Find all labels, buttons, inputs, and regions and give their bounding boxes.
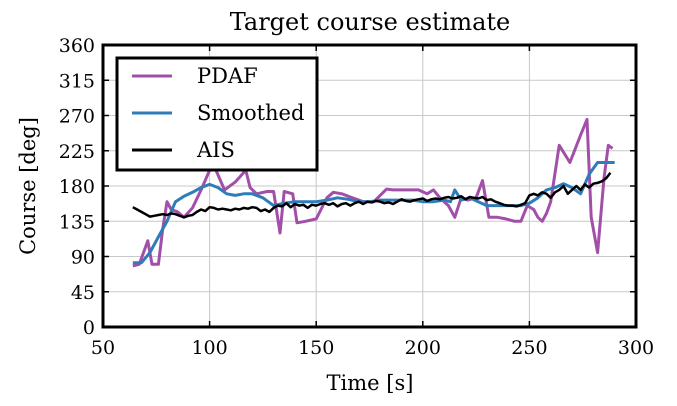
- legend: PDAF Smoothed AIS: [115, 56, 319, 172]
- legend-label-pdaf: PDAF: [197, 64, 258, 88]
- y-tick-label: 180: [59, 176, 95, 198]
- series-line-smoothed: [132, 161, 615, 265]
- x-tick-label: 100: [191, 337, 227, 359]
- y-tick-label: 135: [59, 211, 95, 233]
- x-axis-label: Time [s]: [327, 371, 414, 395]
- series-lines: [132, 117, 615, 268]
- x-tick-label: 200: [405, 337, 441, 359]
- legend-label-smoothed: Smoothed: [197, 101, 304, 125]
- y-tick-label: 0: [83, 317, 95, 339]
- x-tick-label: 300: [618, 337, 654, 359]
- y-tick-label: 45: [71, 282, 95, 304]
- y-tick-label: 315: [59, 70, 95, 92]
- y-tick-label: 360: [59, 35, 95, 57]
- legend-label-ais: AIS: [196, 138, 235, 162]
- y-axis-label: Course [deg]: [16, 117, 40, 255]
- y-tick-label: 270: [59, 106, 95, 128]
- series-line-ais: [132, 171, 612, 219]
- x-tick-label: 50: [91, 337, 115, 359]
- y-tick-label: 225: [59, 141, 95, 163]
- x-tick-label: 150: [298, 337, 334, 359]
- plot-frame: [101, 43, 638, 329]
- y-tick-label: 90: [71, 247, 95, 269]
- x-tick-label: 250: [511, 337, 547, 359]
- chart-title: Target course estimate: [230, 8, 511, 36]
